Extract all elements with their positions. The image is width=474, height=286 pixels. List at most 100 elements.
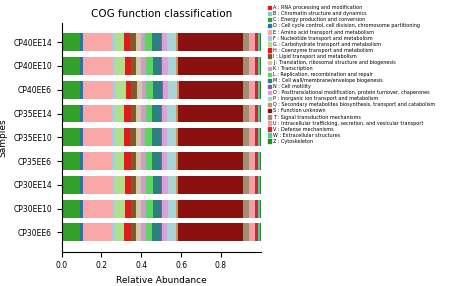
Bar — [176, 105, 178, 122]
Bar — [136, 128, 141, 146]
Bar — [64, 57, 81, 75]
Bar — [136, 152, 141, 170]
Bar — [130, 223, 136, 241]
Bar — [115, 105, 124, 122]
Bar — [163, 81, 168, 99]
Bar — [178, 105, 243, 122]
Bar — [62, 33, 63, 51]
Bar — [146, 128, 152, 146]
Bar — [125, 57, 131, 75]
Bar — [137, 81, 142, 99]
Bar — [162, 152, 167, 170]
Bar — [63, 33, 64, 51]
Bar — [146, 200, 153, 218]
Bar — [146, 105, 153, 122]
Bar — [64, 81, 81, 99]
Bar — [153, 81, 162, 99]
Bar — [81, 223, 82, 241]
Bar — [131, 57, 136, 75]
Bar — [82, 105, 112, 122]
Bar — [162, 105, 167, 122]
Bar — [243, 200, 249, 218]
Bar — [62, 128, 63, 146]
Bar — [115, 33, 125, 51]
Bar — [260, 176, 261, 194]
Bar — [257, 200, 260, 218]
Bar — [153, 57, 161, 75]
Bar — [130, 105, 136, 122]
Bar — [62, 152, 63, 170]
Bar — [152, 128, 161, 146]
Bar — [141, 200, 146, 218]
Bar — [146, 176, 153, 194]
Bar — [153, 176, 161, 194]
Bar — [255, 105, 257, 122]
Bar — [136, 223, 141, 241]
Bar — [255, 128, 257, 146]
Bar — [141, 128, 146, 146]
Bar — [81, 57, 83, 75]
Bar — [130, 152, 136, 170]
Bar — [243, 128, 249, 146]
Bar — [243, 81, 249, 99]
Bar — [113, 176, 115, 194]
Bar — [146, 33, 152, 51]
Bar — [115, 128, 124, 146]
Bar — [161, 57, 162, 75]
Bar — [255, 57, 257, 75]
Bar — [141, 176, 146, 194]
Bar — [255, 81, 257, 99]
Bar — [249, 223, 255, 241]
Bar — [112, 128, 115, 146]
Bar — [115, 176, 125, 194]
Bar — [178, 57, 243, 75]
Bar — [177, 81, 179, 99]
Bar — [153, 152, 161, 170]
Bar — [81, 105, 82, 122]
Bar — [141, 105, 146, 122]
Bar — [64, 33, 81, 51]
Bar — [81, 128, 82, 146]
Bar — [81, 81, 83, 99]
Bar — [167, 33, 176, 51]
Bar — [249, 200, 255, 218]
Bar — [255, 223, 257, 241]
Legend: A : RNA processing and modification, B : Chromatin structure and dynamics, C : E: A : RNA processing and modification, B :… — [268, 5, 436, 144]
Bar — [63, 200, 64, 218]
Bar — [136, 176, 141, 194]
Bar — [83, 57, 113, 75]
Bar — [131, 200, 136, 218]
Bar — [83, 200, 113, 218]
Bar — [257, 81, 260, 99]
Bar — [162, 176, 167, 194]
Bar — [178, 176, 243, 194]
Bar — [124, 223, 130, 241]
Bar — [124, 152, 130, 170]
Bar — [257, 57, 260, 75]
Bar — [249, 176, 255, 194]
X-axis label: Relative Abundance: Relative Abundance — [116, 276, 207, 285]
Bar — [136, 57, 141, 75]
Bar — [130, 33, 136, 51]
Bar — [176, 200, 178, 218]
Bar — [63, 176, 64, 194]
Bar — [81, 33, 82, 51]
Bar — [161, 152, 162, 170]
Bar — [63, 128, 64, 146]
Bar — [243, 57, 249, 75]
Bar — [136, 105, 141, 122]
Bar — [167, 176, 176, 194]
Bar — [115, 200, 125, 218]
Bar — [141, 33, 146, 51]
Y-axis label: Samples: Samples — [0, 118, 8, 157]
Bar — [83, 176, 113, 194]
Bar — [81, 200, 83, 218]
Bar — [257, 152, 260, 170]
Bar — [64, 200, 81, 218]
Bar — [82, 33, 112, 51]
Bar — [130, 128, 136, 146]
Bar — [249, 128, 255, 146]
Bar — [146, 223, 153, 241]
Bar — [62, 57, 63, 75]
Bar — [141, 223, 146, 241]
